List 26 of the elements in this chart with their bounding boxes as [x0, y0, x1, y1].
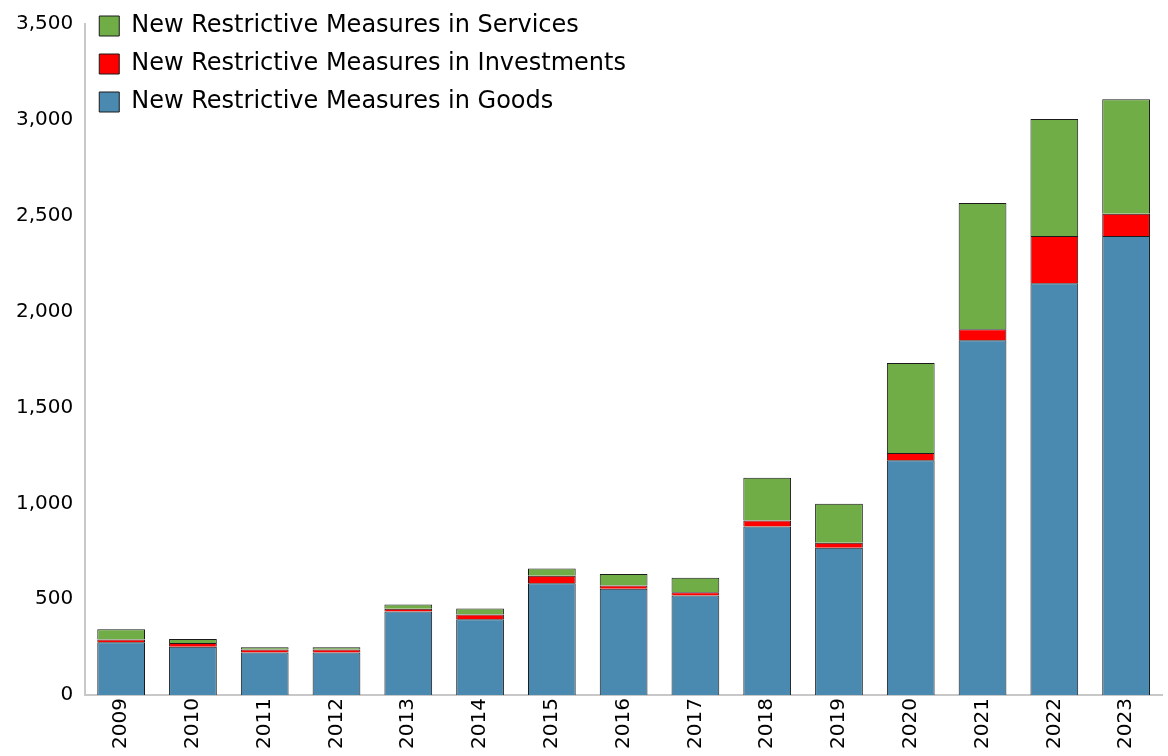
x-tick-label: 2019: [825, 698, 850, 750]
y-tick-label: 1,000: [15, 489, 74, 514]
legend-label: New Restrictive Measures in Services: [131, 10, 579, 39]
x-tick-label: 2022: [1040, 698, 1065, 750]
y-tick-label: 1,500: [15, 393, 74, 418]
x-tick-label: 2021: [968, 698, 993, 750]
y-tick-label: 500: [35, 585, 74, 610]
x-tick-label: 2015: [538, 698, 563, 750]
y-tick-label: 3,000: [15, 106, 74, 131]
x-tick-label: 2009: [107, 698, 132, 750]
y-tick-label: 0: [60, 681, 74, 706]
legend-label: New Restrictive Measures in Goods: [131, 86, 554, 115]
x-tick-label: 2011: [250, 698, 275, 750]
x-tick-label: 2023: [1112, 698, 1137, 750]
y-tick-label: 2,000: [15, 297, 74, 322]
x-tick-label: 2014: [466, 698, 491, 750]
y-tick-label: 2,500: [15, 201, 74, 226]
x-tick-label: 2018: [753, 698, 778, 750]
x-tick-label: 2016: [609, 698, 634, 750]
x-tick-label: 2010: [179, 698, 204, 750]
x-tick-label: 2013: [394, 698, 419, 750]
y-tick-label: 3,500: [15, 10, 74, 35]
x-tick-label: 2017: [681, 698, 706, 750]
x-tick-label: 2012: [322, 698, 347, 750]
legend-label: New Restrictive Measures in Investments: [131, 48, 627, 77]
x-tick-label: 2020: [896, 698, 921, 750]
